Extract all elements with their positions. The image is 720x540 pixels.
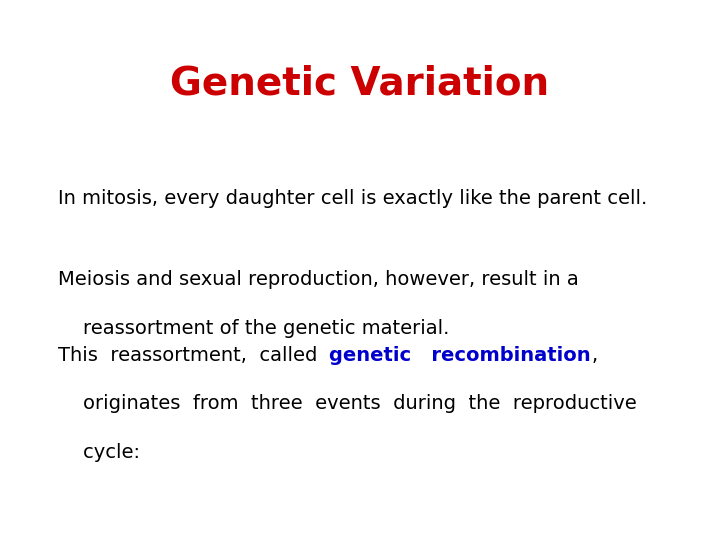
Text: In mitosis, every daughter cell is exactly like the parent cell.: In mitosis, every daughter cell is exact… [58,189,647,208]
Text: Meiosis and sexual reproduction, however, result in a: Meiosis and sexual reproduction, however… [58,270,578,289]
Text: ,: , [591,346,597,365]
Text: reassortment of the genetic material.: reassortment of the genetic material. [58,319,449,338]
Text: cycle:: cycle: [58,443,140,462]
Text: genetic   recombination: genetic recombination [330,346,591,365]
Text: Genetic Variation: Genetic Variation [171,65,549,103]
Text: This  reassortment,  called: This reassortment, called [58,346,330,365]
Text: originates  from  three  events  during  the  reproductive: originates from three events during the … [58,394,636,413]
